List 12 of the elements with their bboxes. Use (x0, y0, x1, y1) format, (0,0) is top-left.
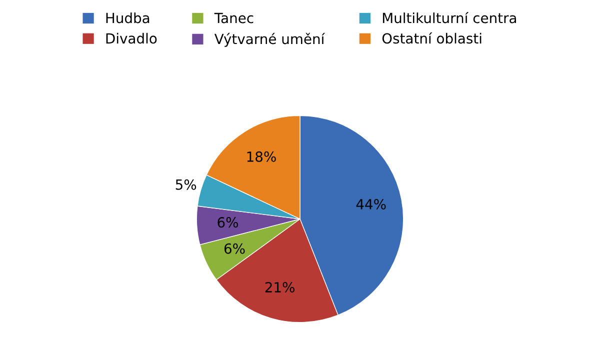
data-label: 18% (247, 151, 276, 162)
legend-label: Ostatní oblasti (382, 32, 482, 44)
data-label: 6% (224, 243, 245, 254)
legend-label: Tanec (214, 12, 254, 24)
data-label: 6% (218, 217, 238, 228)
data-label: 44% (356, 198, 386, 210)
data-label: 5% (176, 179, 196, 190)
legend-label: Výtvarné umění (214, 32, 326, 47)
legend-label: Multikulturní centra (382, 12, 516, 24)
legend-label: Hudba (106, 12, 150, 24)
legend-label: Divadlo (106, 32, 157, 44)
data-label: 21% (265, 282, 294, 293)
